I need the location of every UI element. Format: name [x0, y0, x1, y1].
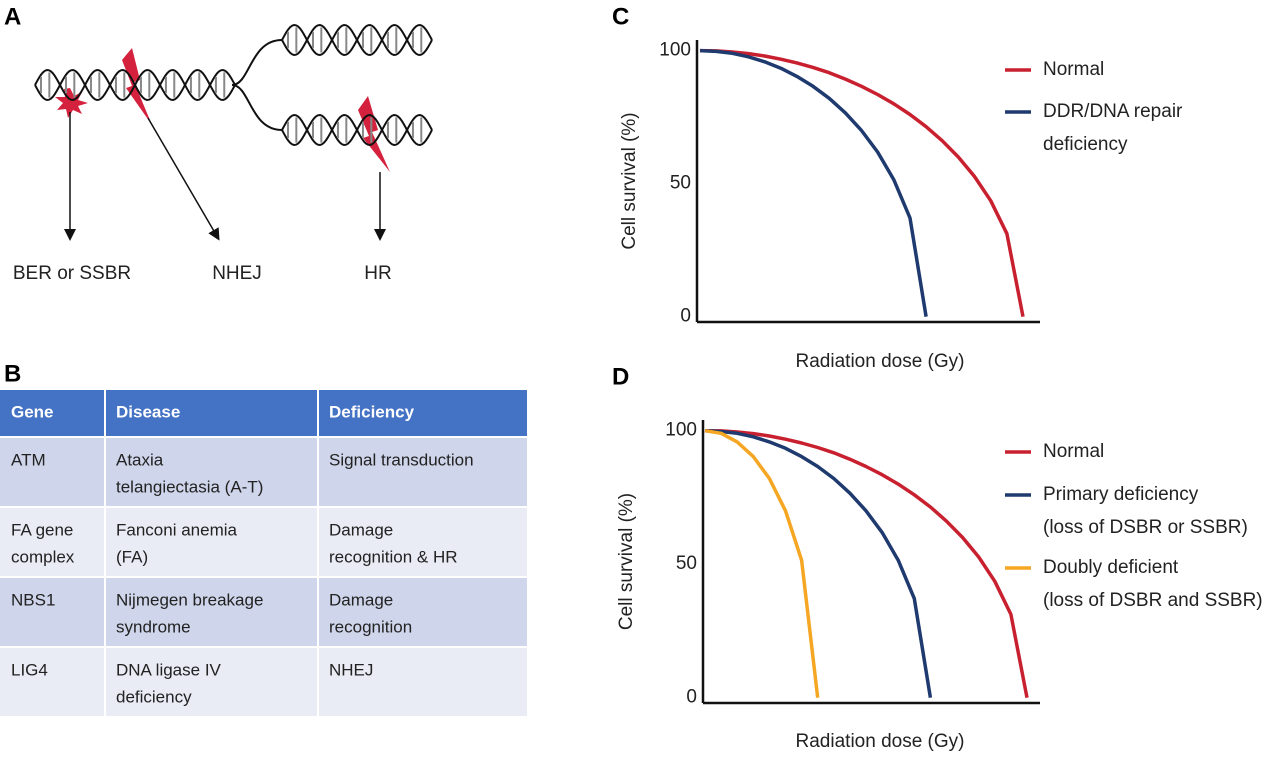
legend-label: (loss of DSBR and SSBR) — [1043, 590, 1263, 611]
table-header: Gene — [11, 402, 54, 421]
branch — [231, 84, 283, 131]
x-axis-label: Radiation dose (Gy) — [796, 731, 965, 752]
table-row-bg — [0, 577, 527, 647]
legend-label: (loss of DSBR or SSBR) — [1043, 517, 1248, 538]
table-header: Deficiency — [329, 402, 415, 421]
panel-letter: C — [612, 3, 629, 30]
panel-letter: A — [4, 3, 21, 30]
table-cell: (FA) — [116, 547, 148, 566]
survival-curve — [704, 428, 820, 698]
branch — [231, 39, 283, 86]
table-row-bg — [0, 507, 527, 577]
survival-curve — [699, 48, 928, 317]
legend-label: Doubly deficient — [1043, 557, 1179, 578]
table-cell: Signal transduction — [329, 450, 474, 469]
legend-label: Normal — [1043, 441, 1104, 462]
table-cell: syndrome — [116, 617, 191, 636]
table-cell: NBS1 — [11, 590, 55, 609]
table-cell: Damage — [329, 590, 393, 609]
table-cell: ATM — [11, 450, 46, 469]
panel-letter: B — [4, 360, 21, 387]
table-header: Disease — [116, 402, 180, 421]
lightning — [358, 96, 390, 172]
lightning — [122, 48, 152, 125]
pathway-label: NHEJ — [212, 263, 262, 284]
table-cell: Damage — [329, 520, 393, 539]
table-cell: complex — [11, 547, 75, 566]
survival-curve — [704, 428, 1029, 699]
damage-star — [55, 88, 88, 118]
table-cell: telangiectasia (A-T) — [116, 477, 263, 496]
table-row-bg — [0, 437, 527, 507]
table-cell: Nijmegen breakage — [116, 590, 263, 609]
table-cell: recognition — [329, 617, 412, 636]
dna-strand — [34, 68, 236, 102]
survival-curve — [699, 48, 1025, 318]
table-cell: FA gene — [11, 520, 73, 539]
pathway-label: BER or SSBR — [13, 263, 131, 284]
table-cell: recognition & HR — [329, 547, 458, 566]
y-tick-label: 50 — [676, 553, 697, 574]
panel-letter: D — [612, 363, 629, 390]
arrow — [147, 117, 220, 241]
legend-label: deficiency — [1043, 134, 1128, 155]
table-cell: Fanconi anemia — [116, 520, 238, 539]
dna-strand — [281, 23, 433, 57]
legend-label: Primary deficiency — [1043, 484, 1199, 505]
y-axis-label: Cell survival (%) — [616, 493, 637, 630]
y-axis-label: Cell survival (%) — [619, 112, 640, 249]
y-tick-label: 0 — [680, 306, 691, 327]
legend-label: Normal — [1043, 59, 1104, 80]
y-tick-label: 0 — [686, 687, 697, 708]
dna-diagram: BER or SSBR NHEJ HR — [13, 23, 433, 284]
table: Gene Disease Deficiency ATM Ataxia telangiect… — [0, 390, 527, 718]
legend-label: DDR/DNA repair — [1043, 101, 1183, 122]
y-tick-label: 100 — [659, 40, 691, 61]
table-cell: LIG4 — [11, 660, 48, 679]
y-tick-label: 100 — [665, 420, 697, 441]
pathway-label: HR — [364, 263, 391, 284]
table-header-bg — [0, 390, 527, 437]
x-axis-label: Radiation dose (Gy) — [796, 351, 965, 372]
table-cell: Ataxia — [116, 450, 164, 469]
dna-strand — [281, 113, 433, 147]
y-tick-label: 50 — [670, 173, 691, 194]
table-cell: NHEJ — [329, 660, 373, 679]
charts: 0 50 100 Cell survival (%) Radiation dose (G… — [616, 40, 1263, 752]
table-cell: deficiency — [116, 687, 192, 706]
survival-curve — [704, 428, 933, 698]
table-row-bg — [0, 647, 527, 717]
table-cell: DNA ligase IV — [116, 660, 222, 679]
